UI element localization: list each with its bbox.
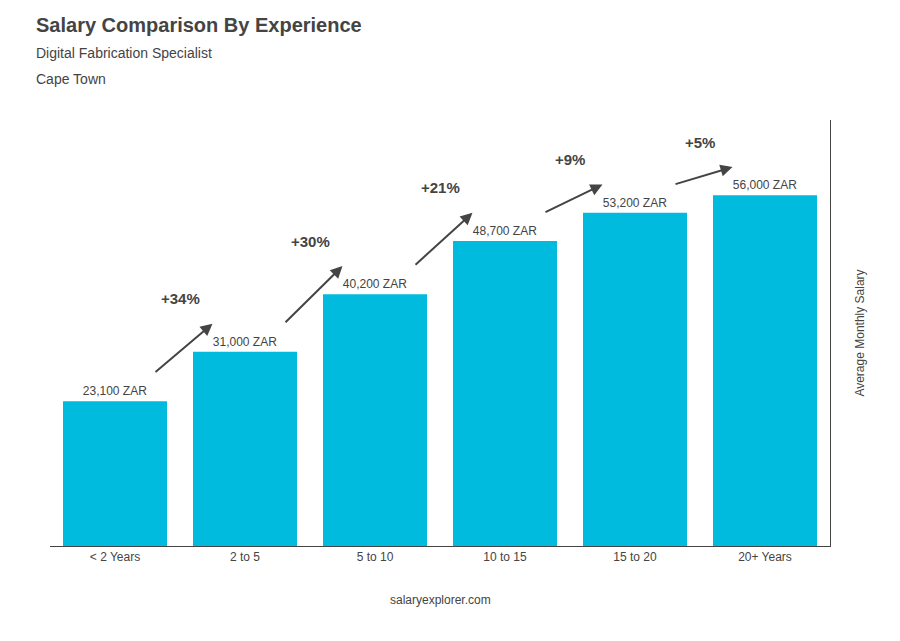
svg-text:40,200 ZAR: 40,200 ZAR <box>343 277 407 291</box>
svg-text:23,100 ZAR: 23,100 ZAR <box>83 384 147 398</box>
svg-text:20+ Years: 20+ Years <box>738 550 792 564</box>
svg-text:+30%: +30% <box>291 233 330 250</box>
svg-text:31,000 ZAR: 31,000 ZAR <box>213 335 277 349</box>
svg-text:15 to 20: 15 to 20 <box>613 550 657 564</box>
svg-text:salaryexplorer.com: salaryexplorer.com <box>390 593 491 607</box>
svg-text:Salary Comparison By Experienc: Salary Comparison By ExperienceDigital F… <box>36 14 362 87</box>
svg-text:2 to 5: 2 to 5 <box>230 550 260 564</box>
svg-text:Average Monthly Salary: Average Monthly Salary <box>853 269 867 396</box>
svg-text:53,200 ZAR: 53,200 ZAR <box>603 196 667 210</box>
svg-text:+5%: +5% <box>685 134 715 151</box>
svg-text:5 to 10: 5 to 10 <box>357 550 394 564</box>
svg-text:48,700 ZAR: 48,700 ZAR <box>473 224 537 238</box>
svg-text:+21%: +21% <box>421 179 460 196</box>
svg-text:+34%: +34% <box>161 290 200 307</box>
svg-text:10 to 15: 10 to 15 <box>483 550 527 564</box>
svg-text:+9%: +9% <box>555 151 585 168</box>
svg-text:56,000 ZAR: 56,000 ZAR <box>733 178 797 192</box>
svg-text:< 2 Years: < 2 Years <box>90 550 140 564</box>
